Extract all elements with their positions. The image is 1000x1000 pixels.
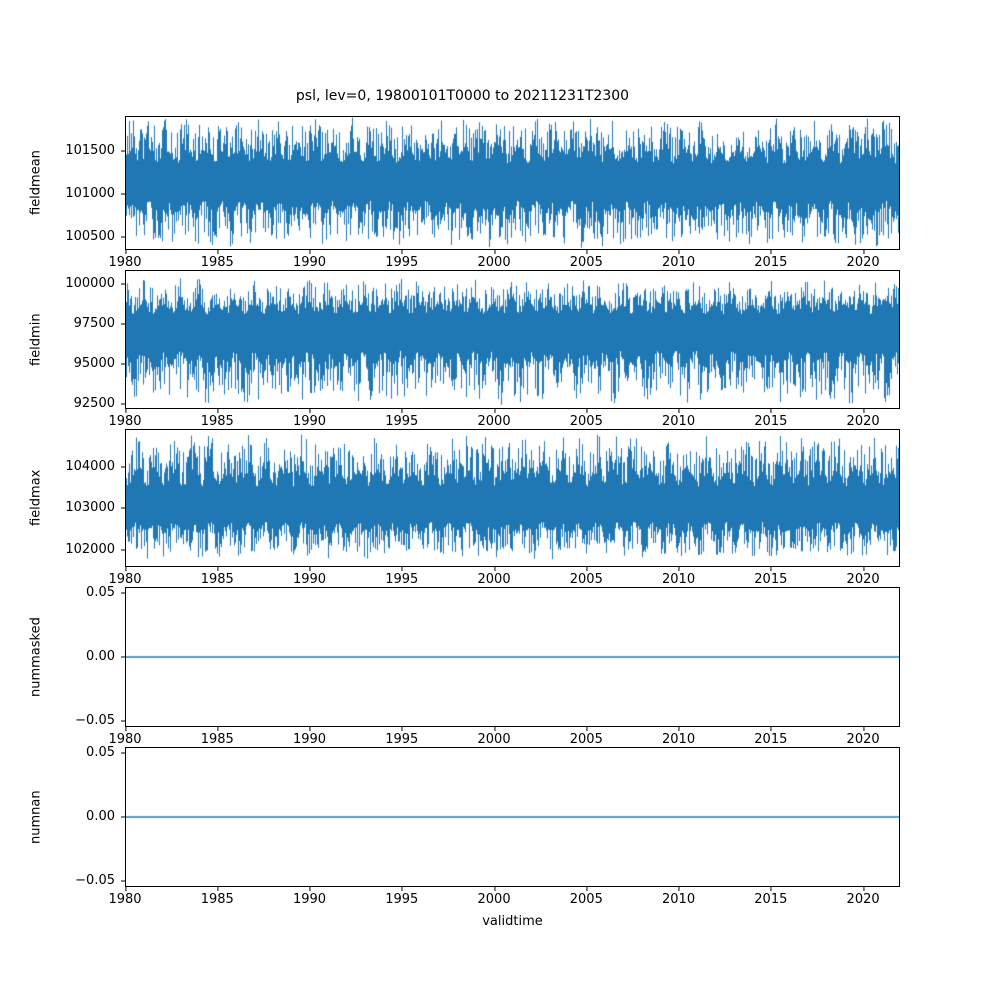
plot-area xyxy=(125,270,900,409)
x-tick-label: 1980 xyxy=(108,567,142,586)
y-tick-label: 100500 xyxy=(47,230,125,244)
x-tick-label: 1995 xyxy=(385,567,418,586)
y-tick-label: 102000 xyxy=(47,543,125,557)
x-tick-label: 2015 xyxy=(754,250,787,269)
x-tick-label: 1990 xyxy=(293,887,326,906)
x-tick-label: 1995 xyxy=(385,887,418,906)
x-tick-label: 2010 xyxy=(662,567,695,586)
plot-area xyxy=(125,747,900,887)
x-tick-label: 1985 xyxy=(201,409,234,428)
y-tick-label: 95000 xyxy=(47,357,125,371)
x-tick-label: 1985 xyxy=(201,887,234,906)
x-tick-label: 2005 xyxy=(570,250,603,269)
y-tick-label: 0.05 xyxy=(47,746,125,760)
x-tick-label: 1985 xyxy=(201,727,234,746)
x-tick-labels: 1980 1985 1990 1995 2000 2005 2010 2015 2020 xyxy=(108,250,900,270)
y-axis-label: numnan xyxy=(28,790,44,844)
y-tick-label: −0.05 xyxy=(47,713,125,728)
x-tick-label: 1980 xyxy=(108,727,142,746)
x-tick-label: 1985 xyxy=(201,567,234,586)
x-tick-label: 2020 xyxy=(847,409,880,428)
x-tick-labels: 1980 1985 1990 1995 2000 2005 2010 2015 2020 xyxy=(108,727,900,747)
x-tick-label: 2000 xyxy=(478,727,511,746)
x-tick-label: 1995 xyxy=(385,727,418,746)
x-tick-labels: 1980 1985 1990 1995 2000 2005 2010 2015 2020 xyxy=(108,567,900,587)
x-tick-label: 2000 xyxy=(478,409,511,428)
y-tick-labels: 102000 103000 104000 xyxy=(47,429,125,567)
x-tick-label: 2010 xyxy=(662,250,695,269)
y-tick-label: 101000 xyxy=(47,186,125,201)
y-axis-label: fieldmax xyxy=(28,469,44,527)
y-tick-label: 0.00 xyxy=(47,650,125,664)
x-tick-label: 2015 xyxy=(754,727,787,746)
y-tick-label: 92500 xyxy=(47,397,125,411)
x-tick-label: 2005 xyxy=(570,409,603,428)
x-tick-labels: 1980 1985 1990 1995 2000 2005 2010 2015 2020 xyxy=(108,409,900,429)
y-tick-label: 103000 xyxy=(47,501,125,515)
subplot-numnan: numnan −0.05 0.00 0.05 1980 1985 1990 1995 200… xyxy=(25,746,1000,907)
x-tick-label: 2005 xyxy=(570,887,603,906)
x-tick-label: 2020 xyxy=(847,887,880,906)
x-tick-label: 1995 xyxy=(385,409,418,428)
y-tick-labels: −0.05 0.00 0.05 xyxy=(47,586,125,728)
x-tick-label: 1980 xyxy=(108,409,142,428)
x-tick-label: 1980 xyxy=(108,887,142,906)
x-tick-label: 1980 xyxy=(108,250,142,269)
x-tick-label: 2015 xyxy=(754,887,787,906)
x-tick-label: 1990 xyxy=(293,409,326,428)
x-axis-label: validtime xyxy=(482,914,543,929)
plot-area xyxy=(125,429,900,567)
y-axis-label: fieldmin xyxy=(28,313,44,366)
y-tick-label: 0.05 xyxy=(47,586,125,600)
x-tick-label: 2020 xyxy=(847,250,880,269)
x-tick-label: 1985 xyxy=(201,250,234,269)
x-tick-label: 2005 xyxy=(570,567,603,586)
x-tick-label: 2020 xyxy=(847,727,880,746)
plot-area xyxy=(125,587,900,727)
x-tick-label: 2010 xyxy=(662,727,695,746)
x-tick-label: 2000 xyxy=(478,250,511,269)
y-axis-label: nummasked xyxy=(28,617,44,697)
y-tick-labels: −0.05 0.00 0.05 xyxy=(47,746,125,888)
subplot-fieldmin: fieldmin 92500 95000 97500 100000 1980 1985 1… xyxy=(25,270,1000,429)
y-tick-label: 104000 xyxy=(47,459,125,474)
y-tick-label: 101500 xyxy=(47,143,125,158)
subplot-fieldmax: fieldmax 102000 103000 104000 1980 1985 1990… xyxy=(25,429,1000,587)
x-tick-label: 2010 xyxy=(662,409,695,428)
x-tick-label: 2020 xyxy=(847,567,880,586)
x-tick-label: 2015 xyxy=(754,567,787,586)
y-axis-label: fieldmean xyxy=(28,150,44,216)
y-tick-label: −0.05 xyxy=(47,873,125,888)
chart-title: psl, lev=0, 19800101T0000 to 20211231T23… xyxy=(295,88,630,104)
x-tick-label: 1990 xyxy=(293,250,326,269)
y-tick-label: 0.00 xyxy=(47,810,125,824)
y-tick-label: 97500 xyxy=(47,317,125,331)
x-tick-label: 1995 xyxy=(385,250,418,269)
x-tick-label: 2010 xyxy=(662,887,695,906)
fieldmax-plot-canvas xyxy=(126,430,899,566)
x-tick-label: 2005 xyxy=(570,727,603,746)
x-tick-label: 2000 xyxy=(478,887,511,906)
y-tick-labels: 92500 95000 97500 100000 xyxy=(47,270,125,411)
numnan-plot-canvas xyxy=(126,748,899,886)
plot-area xyxy=(125,116,900,250)
x-tick-label: 2015 xyxy=(754,409,787,428)
fieldmean-plot-canvas xyxy=(126,117,899,249)
y-tick-label: 100000 xyxy=(47,277,125,291)
x-tick-labels: 1980 1985 1990 1995 2000 2005 2010 2015 2020 xyxy=(108,887,900,907)
subplot-nummasked: nummasked −0.05 0.00 0.05 1980 1985 1990 1995… xyxy=(25,586,1000,747)
x-tick-label: 1990 xyxy=(293,727,326,746)
x-tick-label: 2000 xyxy=(478,567,511,586)
nummasked-plot-canvas xyxy=(126,588,899,726)
subplot-fieldmean: fieldmean 100500 101000 101500 1980 1985 199… xyxy=(25,116,1000,270)
x-tick-label: 1990 xyxy=(293,567,326,586)
y-tick-labels: 100500 101000 101500 xyxy=(47,116,125,250)
fieldmin-plot-canvas xyxy=(126,271,899,408)
